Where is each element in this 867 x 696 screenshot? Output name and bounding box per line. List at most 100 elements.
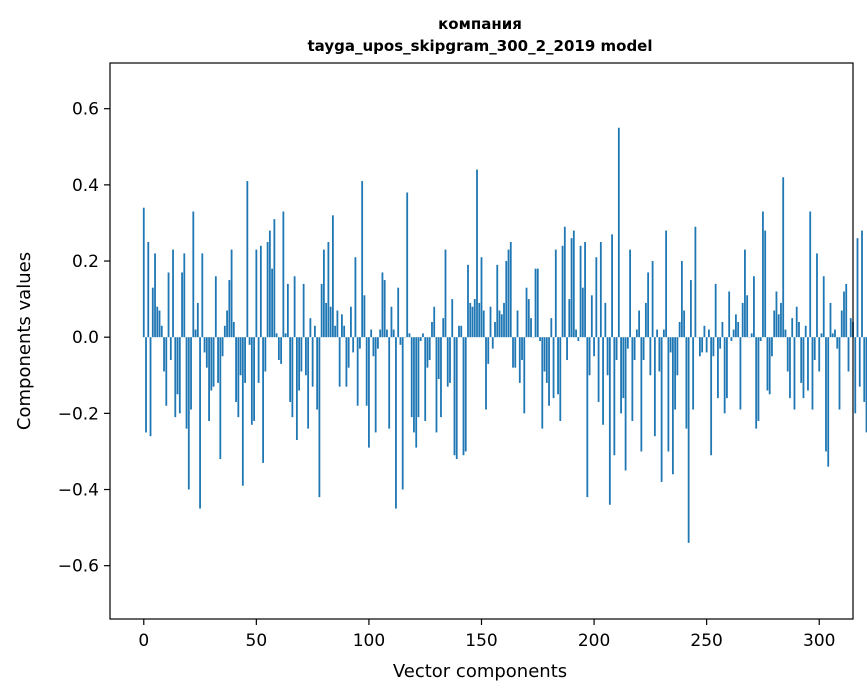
bar [764, 230, 767, 338]
bar [205, 337, 208, 368]
bar [527, 299, 530, 338]
bar [545, 337, 548, 383]
bar [327, 241, 330, 338]
x-tick-label: 0 [138, 631, 149, 651]
bar [160, 325, 163, 338]
bar [221, 337, 224, 357]
bar [192, 211, 195, 338]
bar [755, 337, 758, 429]
bar [453, 337, 456, 456]
bar [480, 257, 483, 338]
bar [190, 337, 192, 410]
bar [383, 280, 386, 338]
bar [237, 337, 240, 418]
bar [397, 287, 400, 338]
bar [471, 306, 474, 338]
bar [142, 207, 145, 338]
bar [183, 253, 186, 338]
bar [203, 337, 206, 353]
bar [255, 249, 258, 338]
bar [669, 337, 672, 353]
bar [325, 302, 328, 338]
bar [284, 333, 287, 338]
chart-subtitle: tayga_upos_skipgram_300_2_2019 model [308, 37, 653, 55]
bar [717, 337, 719, 399]
bar [570, 238, 573, 338]
bar [309, 318, 312, 338]
bar [451, 299, 454, 338]
bar [730, 337, 733, 341]
bar [539, 337, 541, 341]
bar [286, 283, 289, 338]
bar [793, 337, 796, 410]
bar [368, 337, 370, 448]
bar [726, 337, 728, 399]
bar [232, 321, 235, 338]
bar [386, 329, 388, 338]
bar [802, 337, 805, 399]
bar [512, 337, 514, 368]
bar [611, 234, 613, 338]
bar [741, 302, 744, 338]
bar [588, 337, 591, 376]
bar [665, 230, 668, 338]
bar [289, 337, 292, 402]
bar [469, 302, 472, 338]
bar [388, 337, 391, 429]
bar [268, 230, 271, 338]
bar [370, 329, 373, 338]
bar [266, 241, 269, 338]
bar [687, 337, 690, 543]
bar [509, 241, 512, 338]
bar [683, 310, 686, 338]
bar [780, 302, 782, 338]
bar [406, 192, 409, 338]
bar [662, 329, 665, 338]
bar [678, 321, 681, 338]
bar [259, 245, 262, 338]
bar [708, 329, 710, 338]
bar [392, 329, 395, 338]
bar [417, 337, 420, 418]
bar [304, 337, 307, 376]
bar [705, 337, 708, 353]
bar [561, 245, 564, 338]
bar [410, 337, 413, 418]
bar [282, 211, 285, 338]
bar [552, 337, 555, 399]
bar [699, 337, 701, 357]
bar [766, 337, 769, 391]
bar [395, 337, 397, 509]
bar [172, 249, 174, 338]
bar [230, 249, 233, 338]
bar [694, 226, 697, 338]
bar [843, 291, 845, 338]
y-axis-label: Components values [14, 252, 35, 430]
bar [541, 337, 544, 429]
bar [226, 310, 228, 338]
bar [399, 337, 402, 345]
bar [660, 337, 663, 482]
bar [176, 337, 179, 395]
bar [147, 241, 150, 338]
bar [577, 337, 580, 341]
bar [277, 337, 280, 361]
bar [795, 306, 798, 338]
bar [658, 337, 661, 372]
bar [518, 337, 521, 383]
bar [633, 337, 636, 361]
bar [676, 337, 679, 376]
bar [813, 337, 816, 361]
bar [507, 249, 510, 338]
bar [208, 337, 210, 421]
x-axis-label: Vector components [393, 661, 567, 682]
bar [151, 287, 154, 338]
bar [563, 226, 566, 338]
bar [759, 337, 762, 341]
bar [491, 337, 494, 349]
bar [626, 337, 629, 349]
bar [838, 337, 841, 410]
bar [568, 299, 571, 338]
y-tick-label: 0.4 [72, 176, 99, 196]
